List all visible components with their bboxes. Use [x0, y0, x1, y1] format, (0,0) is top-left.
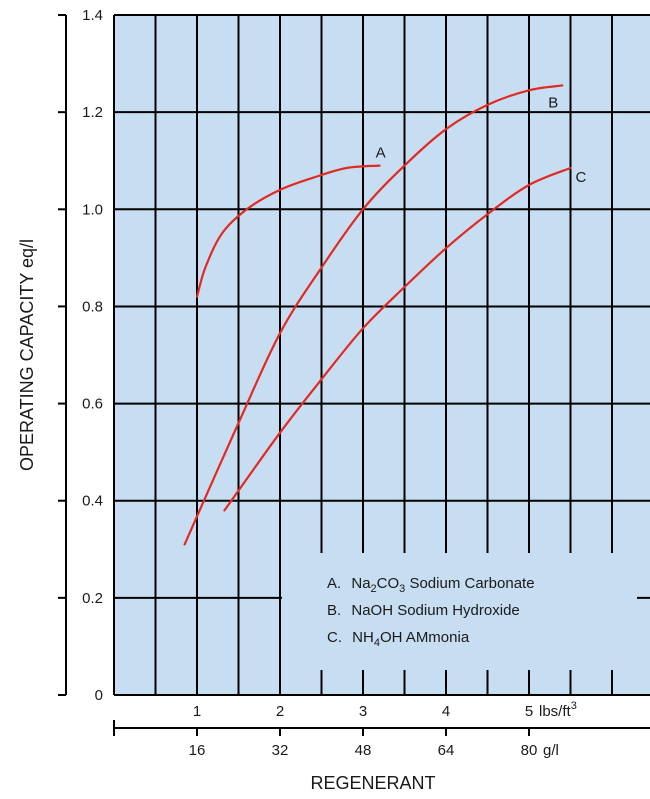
legend-entry-a-pre: Na	[351, 575, 371, 592]
curve-label-b: B	[548, 94, 558, 111]
curve-label-a: A	[376, 145, 386, 162]
x-tick-label-lbs: 4	[442, 703, 450, 720]
legend-entry-c-letter: C.	[327, 629, 342, 646]
y-tick-label: 1.0	[82, 201, 103, 218]
legend-entry-c-pre: NH	[352, 629, 374, 646]
legend-box	[282, 553, 637, 670]
curve-label-c: C	[576, 169, 587, 186]
y-tick-label: 1.4	[82, 7, 103, 24]
x-tick-label-gl: 48	[355, 742, 372, 759]
y-tick-label: 0.6	[82, 396, 103, 413]
legend-entry-c: C. NH4OH AMmonia	[327, 629, 470, 649]
y-tick-label: 0.2	[82, 590, 103, 607]
x-unit-gl: g/l	[543, 742, 559, 759]
y-tick-label: 1.2	[82, 104, 103, 121]
x-tick-label-lbs: 5	[525, 703, 533, 720]
legend-entry-c-sub1: 4	[374, 637, 380, 649]
legend-entry-b: B. NaOH Sodium Hydroxide	[327, 602, 520, 619]
x-tick-label-gl: 80	[521, 742, 538, 759]
x-axis-title: REGENERANT	[310, 773, 435, 793]
x-tick-label-lbs: 1	[193, 703, 201, 720]
x-unit-lbs: lbs/ft3	[539, 700, 577, 720]
curves	[183, 84, 572, 546]
legend-entry-a-sub2: 3	[399, 583, 405, 595]
legend-entry-c-mid: OH AMmonia	[380, 629, 470, 646]
legend-entry-a: A. Na2CO3 Sodium Carbonate	[327, 575, 535, 595]
x-tick-label-lbs: 3	[359, 703, 367, 720]
y-tick-label: 0.8	[82, 298, 103, 315]
y-tick-label: 0	[95, 687, 103, 704]
curve-c	[223, 166, 572, 512]
y-axis-title: OPERATING CAPACITY eq/l	[17, 239, 37, 471]
curve-b	[183, 84, 564, 546]
curve-a	[195, 164, 381, 298]
legend-entry-a-post: Sodium Carbonate	[405, 575, 534, 592]
legend-entry-b-pre: NaOH Sodium Hydroxide	[351, 602, 519, 619]
x-tick-label-gl: 16	[189, 742, 206, 759]
legend-entry-a-sub1: 2	[371, 583, 377, 595]
x-tick-label-gl: 32	[272, 742, 289, 759]
legend-entry-a-letter: A.	[327, 575, 341, 592]
legend-entry-b-letter: B.	[327, 602, 341, 619]
curve-labels: A B C	[376, 94, 587, 186]
legend: A. Na2CO3 Sodium Carbonate B. NaOH Sodiu…	[327, 575, 535, 649]
y-tick-label: 0.4	[82, 493, 103, 510]
x-tick-label-lbs: 2	[276, 703, 284, 720]
legend-entry-a-mid: CO	[377, 575, 400, 592]
x-tick-label-gl: 64	[438, 742, 455, 759]
